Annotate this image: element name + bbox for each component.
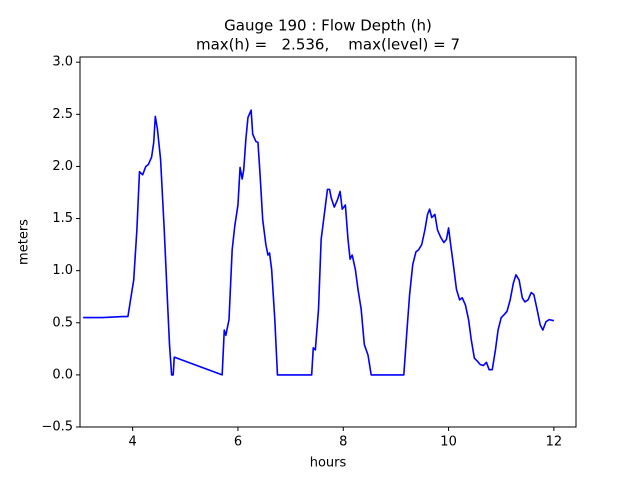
x-tick-label: 6	[234, 435, 242, 450]
y-tick-label: 2.0	[52, 159, 73, 174]
chart-title: Gauge 190 : Flow Depth (h)	[224, 17, 432, 35]
x-tick-label: 4	[129, 435, 137, 450]
y-tick-label: 1.5	[52, 211, 73, 226]
y-tick-label: −0.5	[41, 420, 73, 435]
x-tick-label: 8	[339, 435, 347, 450]
y-tick-label: 0.0	[52, 367, 73, 382]
x-axis-label: hours	[310, 456, 347, 471]
y-tick-label: 3.0	[52, 55, 73, 70]
plot-frame	[79, 56, 577, 428]
y-tick-label: 1.0	[52, 263, 73, 278]
y-axis-label: meters	[17, 219, 32, 265]
y-tick-label: 2.5	[52, 107, 73, 122]
chart-subtitle: max(h) = 2.536, max(level) = 7	[196, 36, 460, 54]
x-tick-label: 10	[440, 435, 457, 450]
data-line	[83, 109, 555, 376]
x-tick-label: 12	[546, 435, 563, 450]
y-tick-label: 0.5	[52, 315, 73, 330]
